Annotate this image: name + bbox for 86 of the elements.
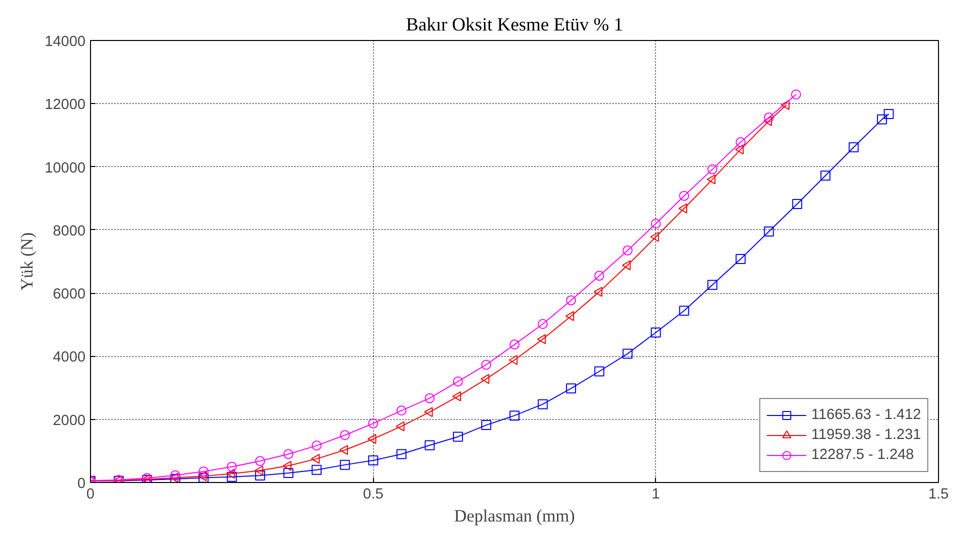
point — [424, 393, 435, 404]
point — [594, 286, 602, 297]
legend-label: 11959.38 - 1.231 — [811, 427, 921, 443]
x-axis-title: Deplasman (mm) — [454, 506, 576, 526]
point — [340, 460, 350, 470]
point — [594, 270, 604, 281]
legend-label: 12287.5 - 1.248 — [811, 447, 914, 463]
y-tick-label: 8000 — [52, 223, 86, 240]
point — [255, 456, 266, 466]
point — [368, 455, 378, 466]
point — [480, 374, 490, 384]
point — [650, 232, 659, 242]
point — [396, 421, 405, 432]
y-tick-label: 0 — [77, 476, 86, 492]
point — [678, 203, 688, 214]
y-tick-label: 14000 — [44, 34, 86, 50]
y-axis-title: Yük (N) — [18, 232, 37, 291]
legend-label: 11665.63 - 1.412 — [811, 407, 921, 423]
point — [226, 468, 235, 479]
point — [736, 254, 746, 264]
point — [764, 226, 774, 237]
point — [452, 376, 463, 386]
point — [594, 366, 604, 376]
point — [452, 391, 462, 402]
point — [198, 466, 209, 476]
point — [510, 340, 520, 350]
point — [538, 399, 548, 410]
y-tick-label: 4000 — [52, 350, 86, 366]
point — [396, 449, 406, 460]
point — [283, 449, 294, 460]
point — [367, 434, 376, 444]
point — [622, 348, 633, 359]
point — [566, 295, 576, 306]
point — [508, 355, 518, 366]
y-tick-label: 12000 — [44, 97, 86, 114]
point — [226, 462, 237, 472]
y-tick-label: 6000 — [52, 286, 86, 303]
point — [820, 170, 830, 181]
point — [679, 190, 690, 201]
point — [707, 280, 718, 290]
point — [764, 112, 774, 123]
point — [566, 383, 576, 394]
point — [565, 311, 574, 322]
point — [170, 470, 180, 480]
point — [226, 472, 237, 482]
point — [884, 109, 894, 120]
point — [312, 464, 322, 475]
point — [452, 432, 463, 442]
point — [848, 142, 859, 152]
x-tick-label: 1 — [652, 486, 660, 502]
point — [396, 406, 406, 416]
point — [537, 334, 546, 344]
point — [254, 466, 264, 476]
point — [538, 319, 548, 330]
point — [283, 468, 294, 478]
point — [481, 360, 492, 370]
point — [622, 245, 633, 256]
point — [312, 440, 322, 451]
point — [255, 470, 266, 481]
point — [339, 444, 348, 455]
point — [650, 328, 661, 338]
point — [706, 174, 716, 184]
point — [679, 306, 690, 316]
point — [734, 144, 744, 154]
point — [876, 114, 887, 124]
point — [368, 418, 378, 428]
point — [340, 430, 350, 440]
point — [481, 420, 492, 430]
point — [510, 410, 520, 421]
point — [792, 199, 802, 210]
chart-title: Bakır Oksit Kesme Etüv % 1 — [406, 14, 624, 36]
point — [424, 407, 433, 418]
x-tick-label: 0.5 — [362, 486, 384, 502]
point — [780, 100, 790, 110]
point — [622, 260, 631, 270]
point — [424, 440, 435, 450]
point — [650, 218, 661, 229]
y-tick-label: 10000 — [44, 160, 86, 176]
point — [736, 137, 746, 148]
point — [791, 89, 802, 100]
point — [707, 164, 718, 174]
y-tick-label: 2000 — [52, 412, 86, 429]
point — [282, 460, 292, 471]
x-tick-label: 1.5 — [928, 486, 949, 502]
point — [310, 454, 320, 464]
point — [763, 116, 772, 126]
